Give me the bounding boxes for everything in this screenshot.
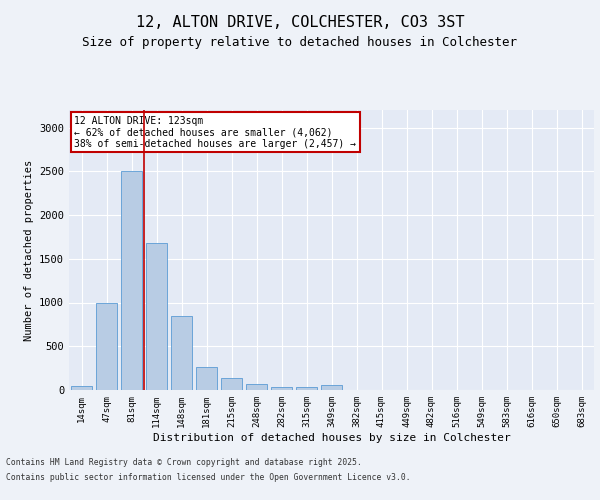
Bar [171,316,192,390]
X-axis label: Distribution of detached houses by size in Colchester: Distribution of detached houses by size … [152,432,511,442]
Bar [96,302,117,390]
Bar [71,386,92,390]
Bar [321,385,342,390]
Y-axis label: Number of detached properties: Number of detached properties [23,160,34,340]
Text: Contains public sector information licensed under the Open Government Licence v3: Contains public sector information licen… [6,473,410,482]
Text: 12 ALTON DRIVE: 123sqm
← 62% of detached houses are smaller (4,062)
38% of semi-: 12 ALTON DRIVE: 123sqm ← 62% of detached… [74,116,356,149]
Bar [121,171,142,390]
Text: Contains HM Land Registry data © Crown copyright and database right 2025.: Contains HM Land Registry data © Crown c… [6,458,362,467]
Bar [196,367,217,390]
Bar [271,386,292,390]
Bar [146,243,167,390]
Bar [246,384,267,390]
Text: 12, ALTON DRIVE, COLCHESTER, CO3 3ST: 12, ALTON DRIVE, COLCHESTER, CO3 3ST [136,15,464,30]
Text: Size of property relative to detached houses in Colchester: Size of property relative to detached ho… [83,36,517,49]
Bar [296,386,317,390]
Bar [221,378,242,390]
